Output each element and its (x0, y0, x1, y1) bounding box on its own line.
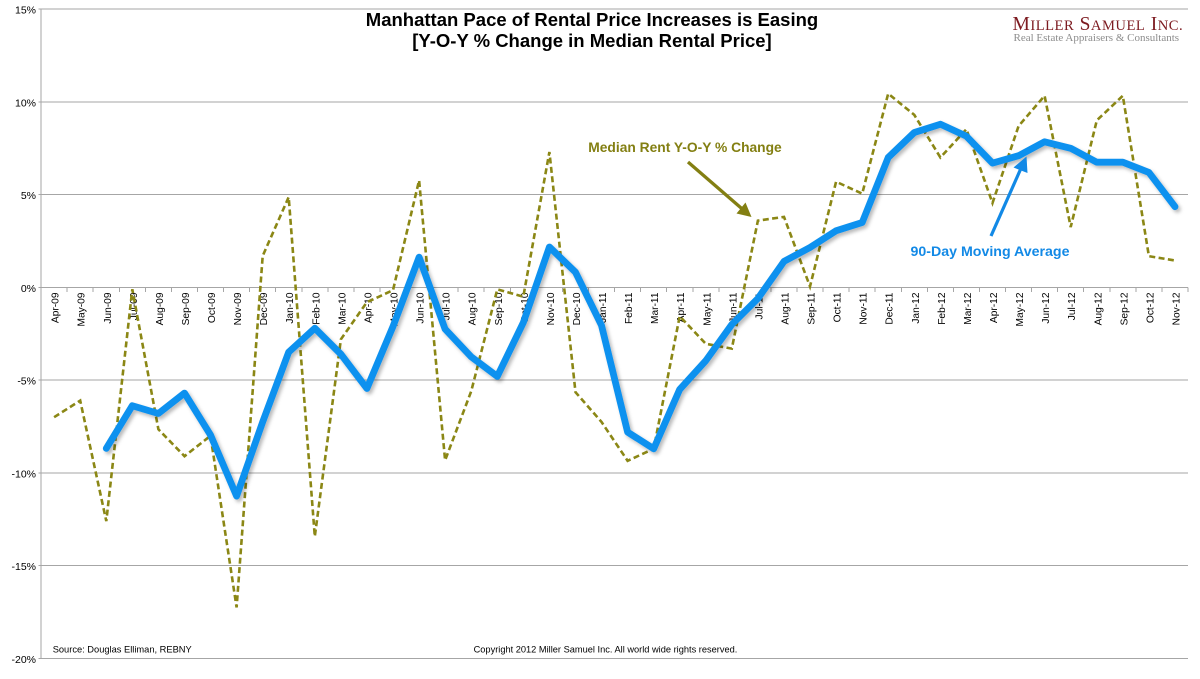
svg-text:Feb-11: Feb-11 (624, 292, 635, 324)
svg-text:Median Rent Y-O-Y % Change: Median Rent Y-O-Y % Change (588, 140, 782, 155)
svg-text:Dec-11: Dec-11 (885, 292, 896, 324)
svg-text:0%: 0% (21, 283, 36, 295)
svg-text:May-10: May-10 (390, 292, 401, 326)
svg-text:Feb-12: Feb-12 (937, 292, 948, 325)
svg-text:Aug-11: Aug-11 (781, 292, 792, 324)
svg-text:Real Estate Appraisers & Consu: Real Estate Appraisers & Consultants (1014, 32, 1180, 44)
svg-text:Jul-10: Jul-10 (442, 292, 453, 320)
svg-text:Oct-12: Oct-12 (1145, 292, 1156, 323)
svg-text:Apr-09: Apr-09 (51, 292, 62, 323)
svg-text:May-09: May-09 (77, 292, 88, 326)
svg-text:Jul-11: Jul-11 (754, 292, 765, 319)
svg-text:-20%: -20% (11, 654, 36, 666)
svg-text:Mar-12: Mar-12 (963, 292, 974, 325)
svg-text:Source: Douglas Elliman, REBNY: Source: Douglas Elliman, REBNY (53, 645, 192, 655)
svg-text:-10%: -10% (11, 469, 36, 481)
svg-text:Jan-11: Jan-11 (598, 292, 609, 323)
svg-text:Mar-10: Mar-10 (337, 292, 348, 325)
svg-text:Apr-10: Apr-10 (363, 292, 374, 323)
svg-text:Sep-12: Sep-12 (1119, 292, 1130, 325)
svg-text:Sep-11: Sep-11 (807, 292, 818, 324)
svg-text:Apr-11: Apr-11 (676, 292, 687, 322)
svg-text:Aug-12: Aug-12 (1093, 292, 1104, 325)
svg-text:Manhattan Pace of Rental Price: Manhattan Pace of Rental Price Increases… (366, 9, 818, 30)
svg-text:Mar-11: Mar-11 (650, 292, 661, 324)
svg-text:Aug-10: Aug-10 (468, 292, 479, 325)
svg-text:Feb-10: Feb-10 (311, 292, 322, 325)
svg-text:Oct-09: Oct-09 (207, 292, 218, 323)
svg-text:Jun-11: Jun-11 (728, 292, 739, 323)
svg-text:May-12: May-12 (1015, 292, 1026, 326)
svg-text:90-Day Moving Average: 90-Day Moving Average (910, 244, 1069, 260)
svg-text:Jul-12: Jul-12 (1067, 292, 1078, 320)
svg-text:Dec-10: Dec-10 (572, 292, 583, 325)
svg-text:MILLER SAMUEL INC.: MILLER SAMUEL INC. (1013, 14, 1184, 35)
svg-text:Apr-12: Apr-12 (989, 292, 1000, 323)
svg-text:Copyright 2012 Miller Samuel I: Copyright 2012 Miller Samuel Inc. All wo… (474, 645, 738, 655)
svg-text:Jun-12: Jun-12 (1041, 292, 1052, 323)
svg-text:Jun-10: Jun-10 (416, 292, 427, 323)
svg-text:Dec-09: Dec-09 (259, 292, 270, 325)
svg-text:Jun-09: Jun-09 (103, 292, 114, 323)
svg-text:May-11: May-11 (702, 292, 713, 326)
svg-text:-5%: -5% (17, 376, 36, 388)
svg-text:Sep-10: Sep-10 (494, 292, 505, 325)
svg-text:15%: 15% (15, 5, 36, 17)
svg-text:Sep-09: Sep-09 (181, 292, 192, 325)
svg-text:Oct-11: Oct-11 (833, 292, 844, 322)
svg-text:Jan-12: Jan-12 (911, 292, 922, 323)
svg-text:[Y-O-Y % Change in Median Rent: [Y-O-Y % Change in Median Rental Price] (412, 30, 771, 51)
svg-text:Nov-11: Nov-11 (859, 292, 870, 324)
svg-text:Nov-09: Nov-09 (233, 292, 244, 325)
svg-text:10%: 10% (15, 98, 36, 110)
svg-text:Aug-09: Aug-09 (155, 292, 166, 325)
svg-text:5%: 5% (21, 190, 36, 202)
svg-text:Nov-12: Nov-12 (1172, 292, 1183, 325)
svg-text:-15%: -15% (11, 561, 36, 573)
svg-text:Jan-10: Jan-10 (285, 292, 296, 323)
svg-text:Nov-10: Nov-10 (546, 292, 557, 325)
